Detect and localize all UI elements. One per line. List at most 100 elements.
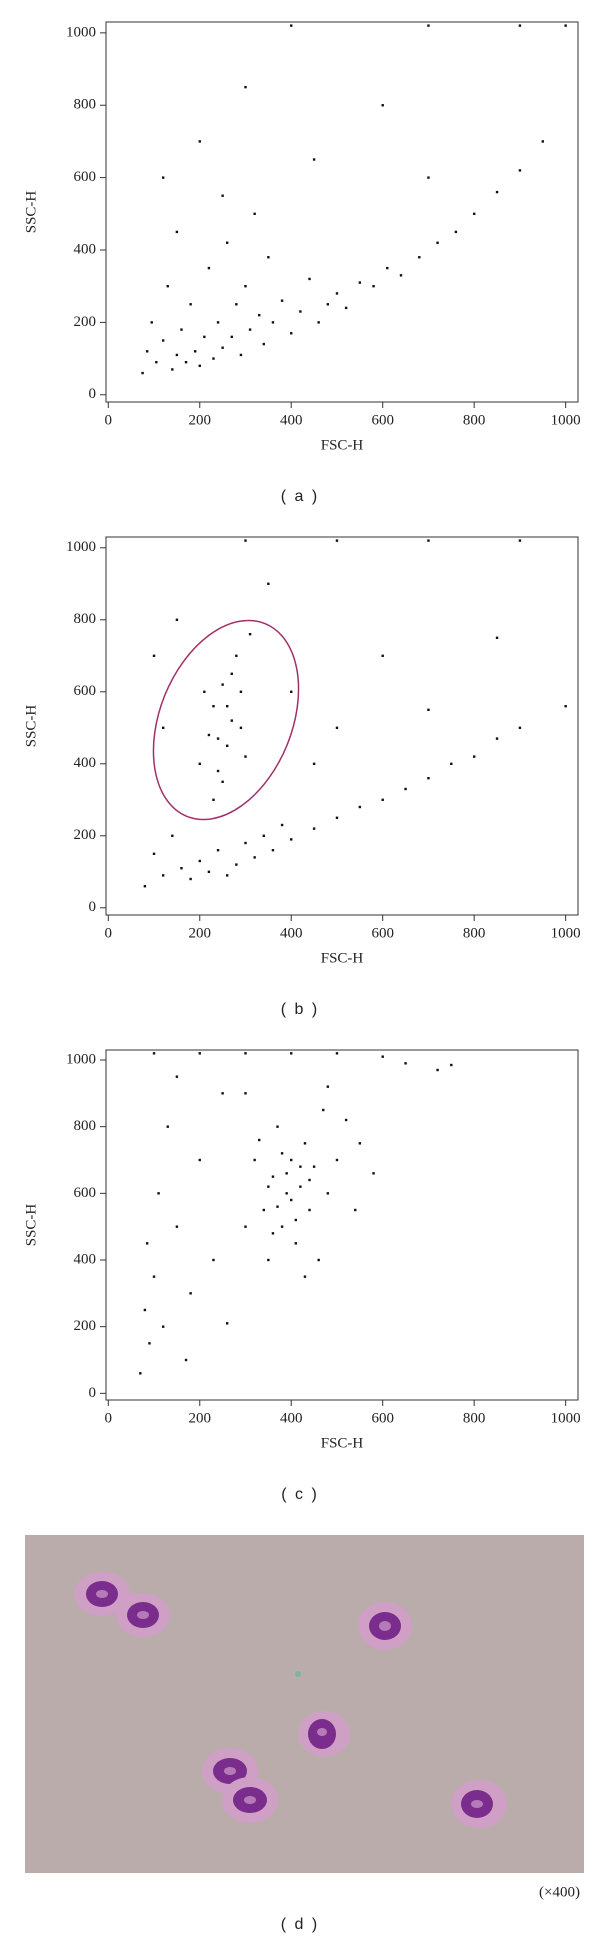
cell	[298, 1711, 350, 1757]
point	[267, 582, 270, 585]
cell	[222, 1777, 278, 1823]
point	[198, 1052, 201, 1055]
x-tick-label: 200	[189, 1410, 212, 1426]
y-axis-label: SSC-H	[23, 191, 39, 234]
point	[541, 140, 544, 143]
point	[175, 1225, 179, 1228]
point	[335, 726, 339, 729]
point	[175, 353, 179, 357]
y-tick-label: 0	[89, 386, 97, 402]
point	[436, 241, 439, 244]
point	[143, 885, 147, 888]
point	[262, 834, 265, 837]
point	[216, 849, 220, 852]
point	[258, 1138, 261, 1142]
micrograph	[25, 1535, 584, 1873]
point	[239, 690, 243, 693]
point	[161, 726, 165, 729]
point	[239, 726, 243, 729]
point	[143, 1308, 147, 1312]
panel-caption: ( a )	[281, 488, 319, 505]
cell	[116, 1593, 170, 1637]
point	[280, 299, 284, 302]
point	[180, 328, 183, 331]
point	[564, 705, 567, 708]
point	[294, 1218, 298, 1222]
point	[381, 104, 384, 107]
y-tick-label: 800	[74, 611, 97, 627]
point	[207, 266, 211, 270]
point	[312, 1165, 316, 1168]
x-tick-label: 1000	[551, 1410, 581, 1426]
point	[308, 1178, 311, 1182]
point	[207, 733, 211, 737]
point	[239, 353, 243, 357]
point	[145, 350, 149, 353]
point	[150, 321, 153, 324]
point	[175, 618, 179, 621]
point	[299, 1185, 302, 1188]
point	[290, 690, 293, 693]
point	[427, 176, 430, 179]
point	[221, 780, 224, 783]
point	[285, 1172, 288, 1175]
point	[244, 841, 247, 845]
point	[386, 266, 389, 270]
plot-frame	[105, 1049, 579, 1401]
point	[427, 708, 430, 711]
point	[221, 194, 224, 197]
point	[472, 755, 476, 758]
point	[358, 281, 362, 284]
points	[143, 539, 567, 888]
x-tick-label: 800	[463, 412, 486, 428]
point	[518, 726, 522, 729]
point	[317, 321, 320, 324]
x-tick-label: 0	[105, 925, 113, 941]
point	[495, 737, 499, 740]
point	[267, 1258, 270, 1262]
point	[212, 798, 215, 801]
point	[216, 737, 220, 740]
point	[294, 1242, 298, 1245]
x-tick-label: 200	[189, 412, 212, 428]
x-axis-label: FSC-H	[321, 437, 364, 453]
point	[184, 360, 188, 364]
point	[326, 1192, 330, 1195]
point	[344, 306, 348, 310]
point	[216, 321, 220, 324]
point	[198, 140, 201, 143]
points	[141, 24, 567, 375]
point	[271, 1232, 275, 1235]
point	[290, 1158, 293, 1162]
point	[262, 1208, 265, 1212]
point	[450, 762, 453, 765]
x-tick-label: 1000	[551, 925, 581, 941]
point	[230, 335, 233, 339]
point	[322, 1108, 325, 1112]
point	[335, 1052, 339, 1055]
y-axis-label: SSC-H	[23, 1204, 39, 1247]
point	[152, 654, 156, 657]
x-tick-label: 400	[280, 1410, 303, 1426]
point	[235, 654, 238, 657]
point	[518, 169, 522, 172]
y-tick-label: 400	[74, 755, 97, 771]
point	[189, 303, 192, 306]
point	[303, 1142, 307, 1145]
x-axis-label: FSC-H	[321, 950, 364, 966]
panel-caption: ( d )	[281, 1916, 319, 1933]
point	[161, 1325, 165, 1328]
cell	[358, 1602, 412, 1650]
point	[472, 212, 476, 216]
point	[180, 867, 183, 870]
point	[244, 1225, 247, 1228]
point	[271, 1175, 275, 1178]
point	[312, 827, 316, 830]
y-tick-label: 400	[74, 1251, 97, 1267]
point	[312, 762, 316, 765]
point	[276, 1205, 279, 1208]
point	[427, 24, 430, 27]
point	[308, 1208, 311, 1212]
point	[161, 176, 165, 179]
point	[262, 342, 265, 346]
